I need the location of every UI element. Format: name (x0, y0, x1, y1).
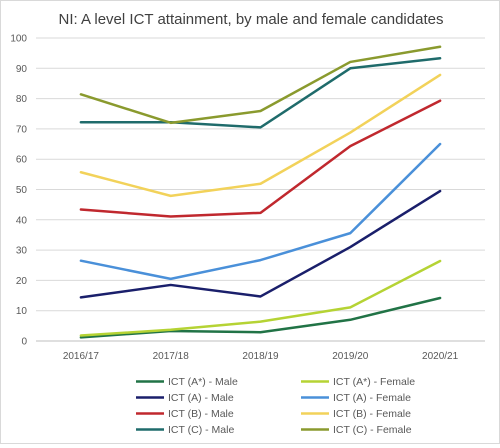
series-line-ict-b-female (79, 73, 442, 198)
legend-label: ICT (A*) - Male (168, 376, 238, 388)
series-line-ict-a-male (79, 189, 442, 299)
legend: ICT (A*) - Male ICT (A*) - Female ICT (A) … (136, 376, 415, 436)
x-tick-label: 2017/18 (153, 351, 190, 362)
series-line-ict-a-male (79, 296, 442, 339)
legend-label: ICT (A*) - Female (333, 376, 415, 388)
y-tick-label: 0 (21, 337, 27, 348)
x-axis: 2016/17 2017/18 2018/19 2019/20 2020/21 (63, 351, 459, 362)
legend-label: ICT (A) - Male (168, 392, 234, 404)
y-tick-label: 40 (16, 215, 28, 226)
legend-label: ICT (B) - Female (333, 408, 411, 420)
series-line-ict-b-male (79, 99, 442, 218)
series-line-ict-a-female (79, 259, 442, 337)
series-line-ict-a-female (79, 142, 442, 281)
y-axis: 0 10 20 30 40 50 60 70 80 90 100 (10, 34, 27, 348)
legend-label: ICT (A) - Female (333, 392, 411, 404)
y-tick-label: 80 (16, 94, 28, 105)
series-line-ict-c-male (79, 57, 442, 129)
x-tick-label: 2018/19 (242, 351, 279, 362)
y-tick-label: 20 (16, 276, 28, 287)
x-tick-label: 2019/20 (332, 351, 369, 362)
y-tick-label: 30 (16, 246, 28, 257)
x-tick-label: 2020/21 (422, 351, 459, 362)
y-tick-label: 50 (16, 185, 28, 196)
series-lines (79, 45, 442, 339)
legend-label: ICT (C) - Female (333, 424, 412, 436)
y-tick-label: 60 (16, 155, 28, 166)
y-tick-label: 100 (10, 34, 27, 45)
y-tick-label: 10 (16, 306, 28, 317)
legend-label: ICT (B) - Male (168, 408, 234, 420)
y-tick-label: 90 (16, 64, 28, 75)
legend-label: ICT (C) - Male (168, 424, 234, 436)
series-line-ict-c-female (79, 45, 442, 125)
chart-title: NI: A level ICT attainment, by male and … (59, 11, 444, 28)
x-tick-label: 2016/17 (63, 351, 100, 362)
y-tick-label: 70 (16, 124, 28, 135)
gridlines (36, 37, 485, 342)
